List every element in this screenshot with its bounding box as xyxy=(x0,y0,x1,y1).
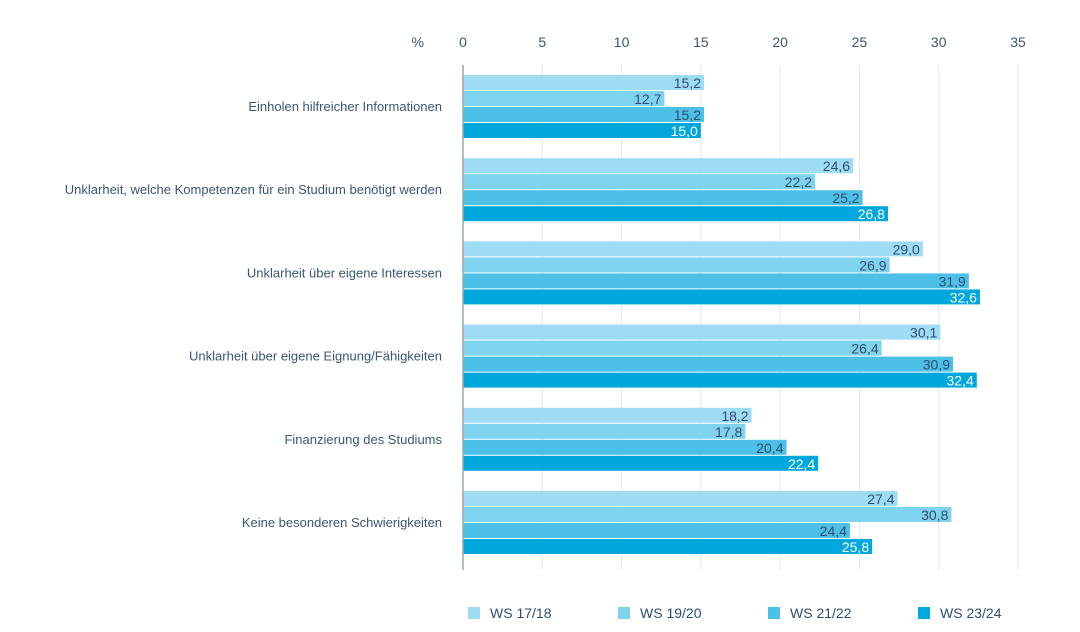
data-label: 12,7 xyxy=(634,91,661,107)
legend-item-ws1920: WS 19/20 xyxy=(618,605,701,621)
x-tick-label: 35 xyxy=(1010,34,1026,50)
data-label: 30,8 xyxy=(921,507,948,523)
bar xyxy=(463,523,850,538)
bar xyxy=(463,289,980,305)
x-tick-label: 10 xyxy=(614,34,630,50)
data-label: 15,2 xyxy=(674,107,701,123)
bars: 15,212,715,215,024,622,225,226,829,026,9… xyxy=(463,75,980,555)
x-axis-unit-label: % xyxy=(412,34,424,50)
legend-label: WS 21/22 xyxy=(790,605,852,621)
bar xyxy=(463,241,923,257)
legend-swatch xyxy=(618,607,630,619)
data-label: 32,6 xyxy=(950,289,977,305)
bar xyxy=(463,507,952,522)
bar xyxy=(463,123,701,138)
x-tick-label: 25 xyxy=(852,34,868,50)
data-label: 24,6 xyxy=(823,158,850,174)
bar xyxy=(463,324,941,340)
bar xyxy=(463,206,888,222)
gridlines xyxy=(541,65,1019,570)
category-label: Keine besonderen Schwierigkeiten xyxy=(242,515,442,530)
bar xyxy=(463,356,953,372)
data-label: 27,4 xyxy=(867,491,894,507)
x-tick-label: 0 xyxy=(459,34,467,50)
legend-swatch xyxy=(768,607,780,619)
x-tick-label: 15 xyxy=(693,34,709,50)
data-label: 30,1 xyxy=(910,325,937,341)
legend-label: WS 17/18 xyxy=(490,605,552,621)
data-label: 20,4 xyxy=(756,440,783,456)
x-axis-ticks: 0 5 10 15 20 25 30 35 xyxy=(459,34,1026,50)
data-label: 26,9 xyxy=(859,257,886,273)
bar xyxy=(463,455,819,471)
category-label: Finanzierung des Studiums xyxy=(284,432,442,447)
bar xyxy=(463,491,898,506)
bar xyxy=(463,372,977,388)
data-label: 22,2 xyxy=(785,174,812,190)
bar xyxy=(463,107,705,122)
legend-swatch xyxy=(918,607,930,619)
bar xyxy=(463,407,752,423)
data-label: 26,4 xyxy=(851,341,878,357)
data-label: 32,4 xyxy=(947,373,974,389)
legend-label: WS 19/20 xyxy=(640,605,702,621)
data-label: 15,2 xyxy=(674,75,701,91)
category-label: Unklarheit, welche Kompetenzen für ein S… xyxy=(65,182,442,197)
category-label: Einholen hilfreicher Informationen xyxy=(248,99,442,114)
data-label: 29,0 xyxy=(893,241,920,257)
bar xyxy=(463,273,969,289)
legend-item-ws1718: WS 17/18 xyxy=(468,605,551,621)
bar xyxy=(463,91,665,106)
category-labels: Einholen hilfreicher Informationen Unklar… xyxy=(65,99,443,530)
legend-swatch xyxy=(468,607,480,619)
data-label: 25,8 xyxy=(842,539,869,555)
legend-item-ws2324: WS 23/24 xyxy=(918,605,1001,621)
bar xyxy=(463,257,890,273)
bar xyxy=(463,423,746,439)
data-label: 22,4 xyxy=(788,456,815,472)
legend-label: WS 23/24 xyxy=(940,605,1002,621)
data-label: 26,8 xyxy=(858,206,885,222)
bar xyxy=(463,190,863,206)
x-tick-label: 30 xyxy=(931,34,947,50)
data-label: 15,0 xyxy=(671,123,698,139)
category-label: Unklarheit über eigene Eignung/Fähigkeit… xyxy=(189,349,442,364)
x-tick-label: 5 xyxy=(538,34,546,50)
data-label: 24,4 xyxy=(820,523,847,539)
bar xyxy=(463,158,854,174)
data-label: 17,8 xyxy=(715,424,742,440)
data-label: 31,9 xyxy=(939,273,966,289)
bar xyxy=(463,439,787,455)
bar xyxy=(463,174,816,190)
x-tick-label: 20 xyxy=(772,34,788,50)
data-label: 25,2 xyxy=(832,190,859,206)
bar xyxy=(463,539,873,554)
bar xyxy=(463,75,705,90)
legend-item-ws2122: WS 21/22 xyxy=(768,605,851,621)
data-label: 30,9 xyxy=(923,357,950,373)
bar xyxy=(463,340,882,356)
category-label: Unklarheit über eigene Interessen xyxy=(247,265,442,280)
data-label: 18,2 xyxy=(721,408,748,424)
